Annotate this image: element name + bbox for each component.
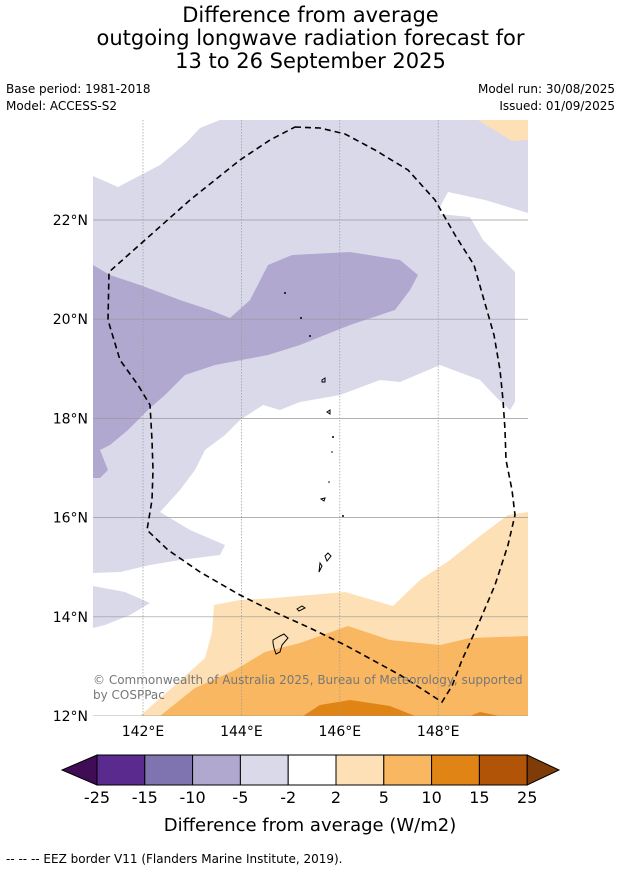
lat-tick-label: 22°N — [53, 213, 88, 229]
eez-footnote: -- -- -- EEZ border V11 (Flanders Marine… — [6, 852, 343, 866]
colorbar-segment — [335, 754, 385, 786]
colorbar-segment — [383, 754, 433, 786]
colorbar-tick-label: 15 — [469, 788, 489, 807]
anomaly-region-light-orange-ne — [478, 120, 528, 141]
anomaly-region-dark-orange — [303, 700, 415, 716]
lon-tick-label: 146°E — [319, 724, 362, 740]
lon-tick-label: 142°E — [122, 724, 165, 740]
island-outlines — [272, 377, 332, 655]
model-name: Model: ACCESS-S2 — [6, 99, 118, 113]
model-run: Model run: 30/08/2025 — [477, 82, 615, 96]
colorbar-tick-label: -25 — [84, 788, 110, 807]
lon-tick-label: 144°E — [220, 724, 263, 740]
colorbar-tick-label: -15 — [132, 788, 158, 807]
meta-right: Model run: 30/08/2025 Issued: 01/09/2025 — [478, 81, 615, 115]
map-gridlines — [93, 120, 528, 716]
colorbar-tick-label: 10 — [421, 788, 441, 807]
copyright-line-1: © Commonwealth of Australia 2025, Bureau… — [93, 673, 523, 687]
copyright-line-2: by COSPPac — [93, 688, 165, 702]
colorbar-tick-label: 2 — [331, 788, 341, 807]
longitude-labels: 142°E 144°E 146°E 148°E — [122, 724, 460, 740]
colorbar-min-extension — [60, 754, 98, 786]
anomaly-region-medium-purple — [93, 252, 418, 478]
map-title: Difference from average outgoing longwav… — [0, 4, 621, 73]
colorbar-segment — [144, 754, 194, 786]
colorbar-tick-label: -2 — [280, 788, 296, 807]
colorbar-segment — [192, 754, 241, 786]
anomaly-region-medium-orange — [160, 626, 528, 716]
map-panel: © Commonwealth of Australia 2025, Bureau… — [93, 120, 528, 716]
colorbar-label: Difference from average (W/m2) — [164, 815, 456, 836]
colorbar-segment — [96, 754, 146, 786]
anomaly-region-light-purple — [93, 120, 528, 573]
title-line-1: Difference from average — [182, 3, 439, 27]
title-line-2: outgoing longwave radiation forecast for — [96, 26, 525, 50]
title-line-3: 13 to 26 September 2025 — [175, 49, 446, 73]
issued-date: Issued: 01/09/2025 — [499, 99, 615, 113]
colorbar-tick-label: -5 — [232, 788, 248, 807]
colorbar-segment — [287, 754, 337, 786]
lat-tick-label: 18°N — [53, 411, 88, 427]
lat-tick-label: 14°N — [53, 610, 88, 626]
colorbar-segment — [431, 754, 480, 786]
eez-border — [107, 126, 516, 704]
anomaly-region-light-purple-south — [93, 586, 150, 628]
colorbar-tick-label: -10 — [180, 788, 206, 807]
small-island-dots — [284, 292, 344, 517]
colorbar-tick-label: 5 — [379, 788, 389, 807]
base-period: Base period: 1981-2018 — [6, 82, 151, 96]
meta-left: Base period: 1981-2018 Model: ACCESS-S2 — [6, 81, 151, 115]
colorbar-segment — [478, 754, 528, 786]
lon-tick-label: 148°E — [417, 724, 460, 740]
lat-tick-label: 12°N — [53, 709, 88, 725]
colorbar-max-extension — [526, 754, 561, 786]
colorbar-segment — [239, 754, 289, 786]
lat-tick-label: 20°N — [53, 312, 88, 328]
lat-tick-label: 16°N — [53, 511, 88, 527]
anomaly-region-dark-orange-east — [470, 712, 500, 716]
colorbar: -25 -15 -10 -5 -2 2 5 10 15 25 — [60, 754, 561, 807]
latitude-labels: 22°N 20°N 18°N 16°N 14°N 12°N — [53, 213, 88, 725]
colorbar-tick-label: 25 — [517, 788, 537, 807]
